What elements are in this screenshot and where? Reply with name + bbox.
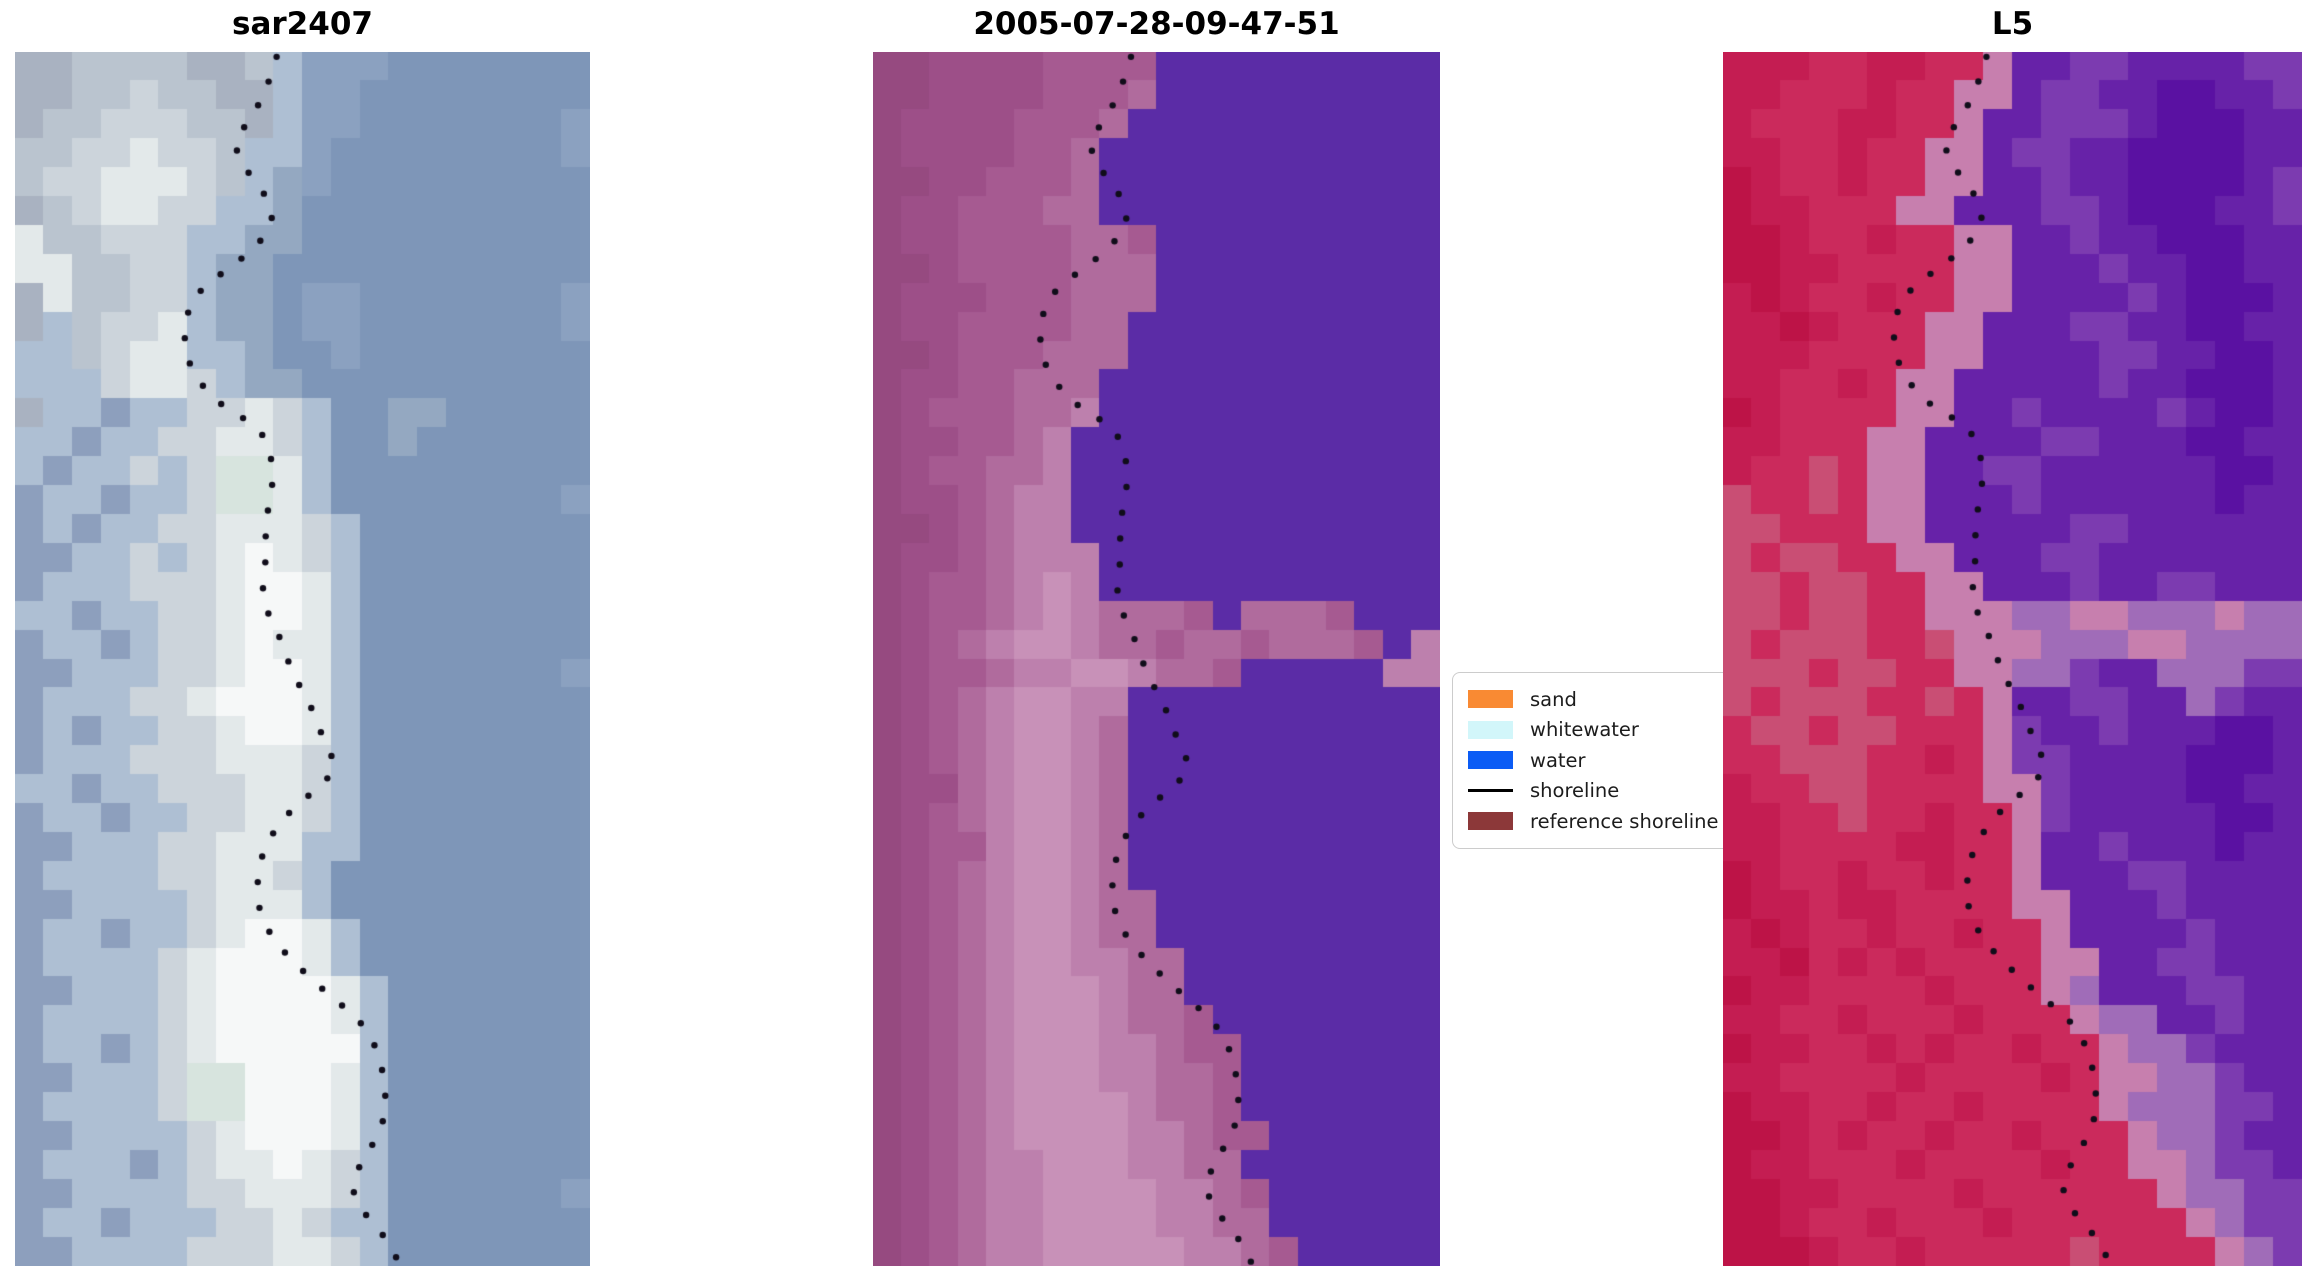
panel-title-date: 2005-07-28-09-47-51 xyxy=(973,6,1340,42)
legend-label-water: water xyxy=(1530,748,1586,772)
l5-image-panel xyxy=(1723,52,2302,1266)
sand-swatch xyxy=(1468,690,1513,709)
sar-image-panel xyxy=(15,52,590,1266)
legend-label-sand: sand xyxy=(1530,687,1577,711)
legend-row-shoreline: shoreline xyxy=(1468,776,1781,807)
shoreline-line-swatch xyxy=(1468,789,1513,793)
legend-label-whitewater: whitewater xyxy=(1530,718,1639,742)
reference-shoreline-swatch xyxy=(1468,812,1513,831)
legend-row-reference-shoreline: reference shoreline b xyxy=(1468,806,1781,837)
legend-label-shoreline: shoreline xyxy=(1530,779,1620,803)
panel-title-l5: L5 xyxy=(1991,6,2034,42)
legend-label-reference-shoreline: reference shoreline b xyxy=(1530,809,1738,833)
panel-title-sar2407: sar2407 xyxy=(232,6,373,42)
water-swatch xyxy=(1468,751,1513,770)
legend-row-sand: sand xyxy=(1468,684,1781,715)
legend-row-whitewater: whitewater xyxy=(1468,715,1781,746)
whitewater-swatch xyxy=(1468,720,1513,739)
classified-image-panel xyxy=(873,52,1440,1266)
legend-row-water: water xyxy=(1468,745,1781,776)
